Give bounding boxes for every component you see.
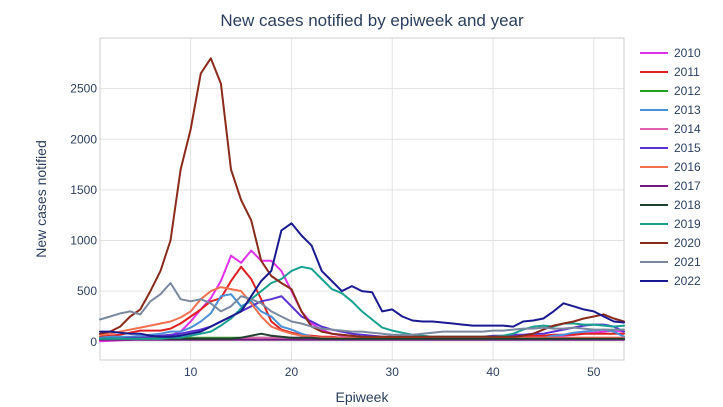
- y-tick-label: 1500: [70, 183, 97, 197]
- series-line-2021: [99, 282, 625, 336]
- series-line-2019: [99, 265, 625, 340]
- plot-area: [99, 57, 625, 343]
- legend-label-2020: 2020: [674, 236, 701, 250]
- legend-label-2015: 2015: [674, 141, 701, 155]
- series-line-2018: [99, 332, 625, 340]
- legend-label-2022: 2022: [674, 274, 701, 288]
- x-axis-title: Epiweek: [336, 389, 390, 405]
- legend-label-2010: 2010: [674, 46, 701, 60]
- legend-label-2012: 2012: [674, 84, 701, 98]
- x-tick-label: 50: [587, 365, 601, 379]
- chart-title: New cases notified by epiweek and year: [220, 11, 524, 30]
- legend-label-2013: 2013: [674, 103, 701, 117]
- legend-label-2011: 2011: [674, 65, 700, 79]
- legend-label-2019: 2019: [674, 217, 701, 231]
- y-tick-label: 2500: [70, 82, 97, 96]
- y-axis-title: New cases notified: [33, 140, 49, 258]
- series-line-2015: [99, 295, 625, 340]
- plot-frame: [99, 37, 625, 361]
- legend-label-2021: 2021: [674, 255, 701, 269]
- y-tick-label: 0: [90, 335, 97, 349]
- y-tick-label: 500: [77, 284, 97, 298]
- legend-label-2017: 2017: [674, 179, 701, 193]
- x-tick-label: 30: [386, 365, 400, 379]
- y-tick-label: 1000: [70, 234, 97, 248]
- x-tick-label: 40: [486, 365, 500, 379]
- legend: 2010 2011 2012 2013 2014 2015 2016 2017 2018 2019…: [640, 46, 701, 288]
- legend-label-2014: 2014: [674, 122, 701, 136]
- grid: [99, 37, 625, 361]
- legend-label-2018: 2018: [674, 198, 701, 212]
- x-tick-label: 20: [285, 365, 299, 379]
- series-line-2022: [99, 222, 625, 338]
- series-line-2020: [99, 57, 625, 338]
- legend-label-2016: 2016: [674, 160, 701, 174]
- y-tick-label: 2000: [70, 132, 97, 146]
- x-tick-label: 10: [184, 365, 198, 379]
